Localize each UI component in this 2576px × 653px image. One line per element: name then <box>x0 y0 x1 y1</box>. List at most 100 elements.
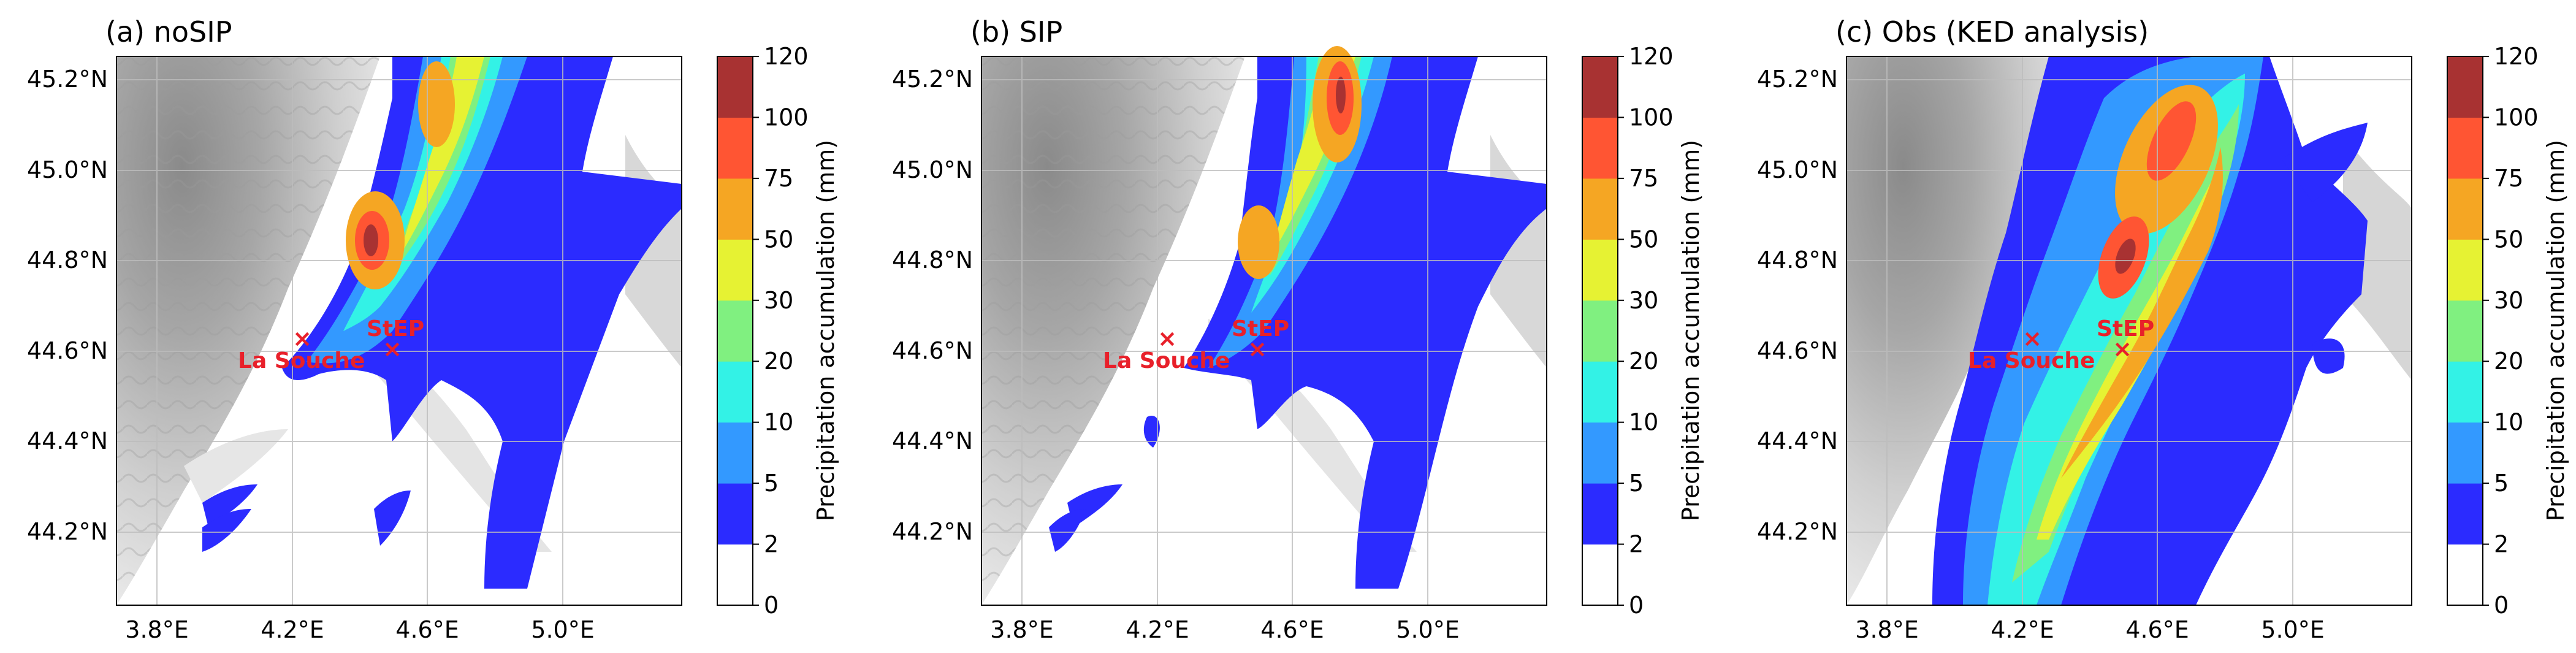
lon-tick-labels: 3.8°E 4.2°E 4.6°E 5.0°E <box>990 616 1459 643</box>
colorbar-tick-label: 2 <box>2494 531 2509 558</box>
colorbar-tick-label: 10 <box>2494 409 2523 436</box>
colorbar-tick-label: 20 <box>2494 348 2523 375</box>
colorbar-tick-label: 30 <box>2494 287 2523 314</box>
colorbar-swatches <box>1582 56 1618 606</box>
colorbar-tick-label: 100 <box>764 104 809 131</box>
svg-text:4.6°E: 4.6°E <box>1260 616 1324 643</box>
gridlines <box>981 56 1547 605</box>
map-frame <box>1846 56 2412 606</box>
colorbar-swatch <box>2447 56 2483 118</box>
colorbar-tick-label: 2 <box>764 531 779 558</box>
colorbar-swatch <box>717 300 753 362</box>
station-marker-la-souche: × <box>1157 325 1177 352</box>
colorbar-tick-label: 120 <box>2494 43 2539 70</box>
precip-field <box>202 56 682 589</box>
colorbar-swatch <box>717 361 753 423</box>
panel-title: (b) SIP <box>970 15 1062 48</box>
gridlines <box>116 56 682 605</box>
colorbar-swatch <box>717 239 753 301</box>
colorbar-swatch <box>2447 544 2483 606</box>
colorbar-tick-label: 120 <box>1629 43 1674 70</box>
svg-text:44.6°N: 44.6°N <box>892 337 973 364</box>
panel-b: (b) SIP <box>892 15 1547 643</box>
panel-c: (c) Obs (KED analysis) <box>1757 15 2412 643</box>
station-marker-la-souche: × <box>292 325 312 352</box>
station-label-la-souche: La Souche <box>1103 348 1230 373</box>
lat-tick-labels: 45.2°N 45.0°N 44.8°N 44.6°N 44.4°N 44.2°… <box>27 66 108 545</box>
lat-tick-labels: 45.2°N 45.0°N 44.8°N 44.6°N 44.4°N 44.2°… <box>892 66 973 545</box>
svg-text:44.8°N: 44.8°N <box>892 246 973 273</box>
colorbar-frame <box>2447 56 2483 606</box>
svg-text:5.0°E: 5.0°E <box>1396 616 1459 643</box>
colorbar-swatches <box>717 56 753 606</box>
colorbar-swatch <box>717 178 753 240</box>
colorbar-tick-label: 100 <box>2494 104 2539 131</box>
svg-text:5.0°E: 5.0°E <box>531 616 594 643</box>
station-markers: × La Souche × StEP <box>1968 316 2154 373</box>
colorbar-a: 0 2 5 10 20 30 50 75 100 120 Precipitation accumu… <box>717 43 839 619</box>
colorbar-swatch <box>717 117 753 179</box>
svg-text:44.6°N: 44.6°N <box>27 337 108 364</box>
colorbar-tick-label: 20 <box>1629 348 1658 375</box>
svg-text:45.2°N: 45.2°N <box>27 66 108 93</box>
gridlines <box>1846 56 2412 605</box>
station-marker-la-souche: × <box>2022 325 2042 352</box>
colorbar-swatch <box>2447 239 2483 301</box>
colorbar-swatch <box>1582 300 1618 362</box>
colorbar-c: 0 2 5 10 20 30 50 75 100 120 Precipitation accumu… <box>2447 43 2569 619</box>
colorbar-ticks: 0 2 5 10 20 30 50 75 100 120 <box>2483 43 2539 619</box>
colorbar-tick-label: 10 <box>764 409 793 436</box>
colorbar-swatch <box>717 483 753 545</box>
colorbar-swatch <box>2447 422 2483 484</box>
station-markers: × La Souche × StEP <box>1103 316 1289 373</box>
colorbar-tick-label: 30 <box>764 287 793 314</box>
colorbar-tick-label: 75 <box>1629 165 1658 192</box>
colorbar-tick-label: 50 <box>2494 226 2523 253</box>
svg-text:4.6°E: 4.6°E <box>395 616 459 643</box>
svg-text:4.2°E: 4.2°E <box>261 616 324 643</box>
svg-text:4.2°E: 4.2°E <box>1991 616 2054 643</box>
colorbar-label: Precipitation accumulation (mm) <box>812 140 839 521</box>
colorbar-swatch <box>1582 239 1618 301</box>
colorbar-swatches <box>2447 56 2483 606</box>
lon-tick-labels: 3.8°E 4.2°E 4.6°E 5.0°E <box>1855 616 2324 643</box>
svg-text:45.0°N: 45.0°N <box>1757 156 1838 183</box>
colorbar-tick-label: 50 <box>764 226 793 253</box>
colorbar-tick-label: 75 <box>2494 165 2523 192</box>
svg-text:3.8°E: 3.8°E <box>1855 616 1918 643</box>
svg-text:44.2°N: 44.2°N <box>892 518 973 545</box>
svg-text:44.4°N: 44.4°N <box>27 427 108 454</box>
colorbar-frame <box>717 56 753 606</box>
station-label-la-souche: La Souche <box>238 348 365 373</box>
svg-text:44.2°N: 44.2°N <box>27 518 108 545</box>
colorbar-swatch <box>1582 56 1618 118</box>
colorbar-swatch <box>1582 361 1618 423</box>
colorbar-tick-label: 75 <box>764 165 793 192</box>
colorbar-label: Precipitation accumulation (mm) <box>2542 140 2569 521</box>
panel-a: (a) noSIP <box>27 15 682 643</box>
colorbar-swatch <box>2447 361 2483 423</box>
station-marker-step: × <box>383 335 402 362</box>
station-label-la-souche: La Souche <box>1968 348 2095 373</box>
svg-text:5.0°E: 5.0°E <box>2261 616 2324 643</box>
colorbar-tick-label: 2 <box>1629 531 1644 558</box>
colorbar-swatch <box>717 56 753 118</box>
map-frame <box>116 56 682 606</box>
station-marker-step: × <box>1248 335 1267 362</box>
lon-tick-labels: 3.8°E 4.2°E 4.6°E 5.0°E <box>125 616 594 643</box>
colorbar-ticks: 0 2 5 10 20 30 50 75 100 120 <box>1618 43 1674 619</box>
lat-tick-labels: 45.2°N 45.0°N 44.8°N 44.6°N 44.4°N 44.2°… <box>1757 66 1838 545</box>
station-marker-step: × <box>2113 335 2132 362</box>
station-label-step: StEP <box>367 316 424 342</box>
colorbar-swatch <box>1582 483 1618 545</box>
colorbar-label: Precipitation accumulation (mm) <box>1677 140 1704 521</box>
svg-text:44.2°N: 44.2°N <box>1757 518 1838 545</box>
panel-title: (a) noSIP <box>105 15 232 48</box>
colorbar-swatch <box>1582 117 1618 179</box>
colorbar-swatch <box>2447 300 2483 362</box>
colorbar-b: 0 2 5 10 20 30 50 75 100 120 Precipitation accumu… <box>1582 43 1704 619</box>
svg-text:45.0°N: 45.0°N <box>27 156 108 183</box>
colorbar-tick-label: 20 <box>764 348 793 375</box>
colorbar-tick-label: 30 <box>1629 287 1658 314</box>
